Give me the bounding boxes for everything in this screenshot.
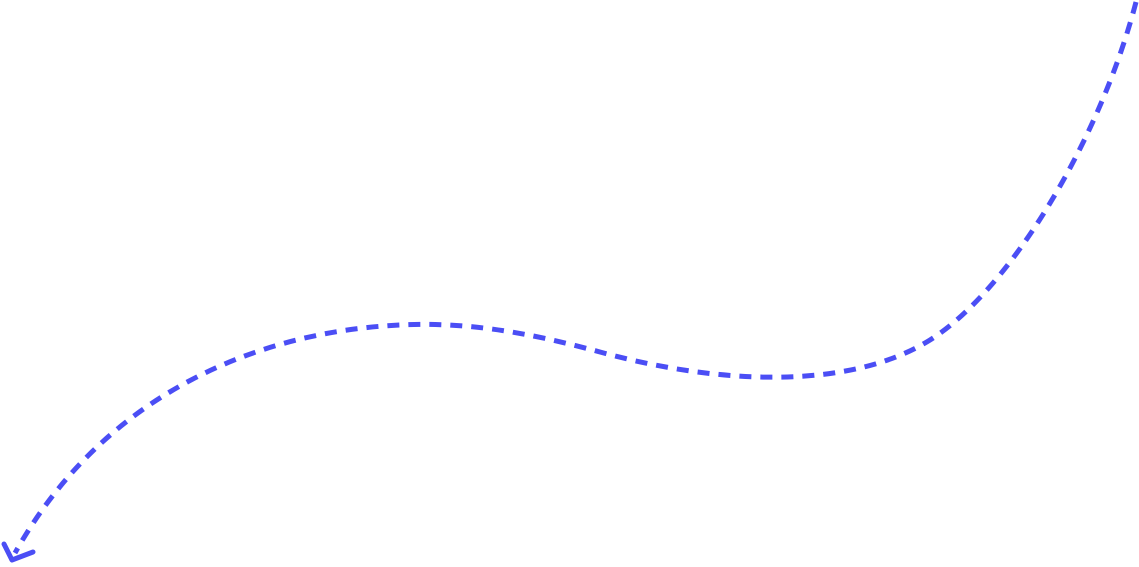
arrow-dashed-line <box>12 1 1139 555</box>
arrowhead-icon <box>1 541 36 563</box>
